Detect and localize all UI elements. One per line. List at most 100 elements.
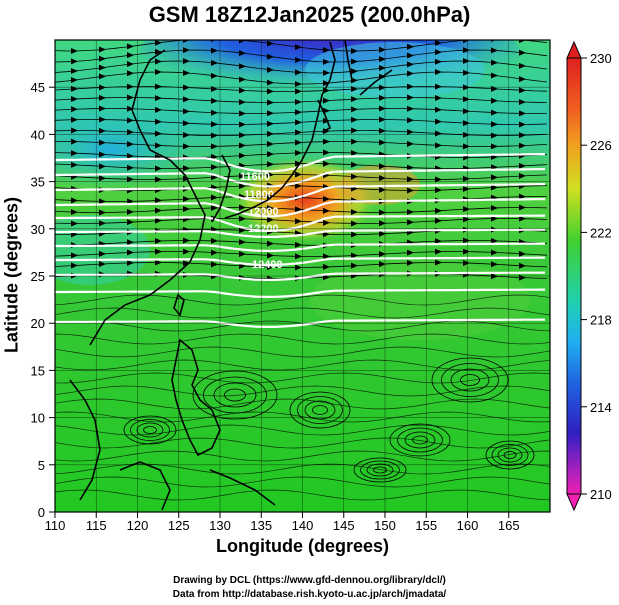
x-axis-label: Longitude (degrees) [215, 536, 389, 556]
streamline [55, 437, 550, 449]
x-tick-label: 120 [127, 518, 149, 533]
y-tick-label: 40 [31, 127, 45, 142]
flow-arrow [155, 106, 162, 113]
flow-arrow [323, 128, 330, 135]
flow-arrow [295, 139, 302, 146]
flow-arrow [435, 238, 442, 245]
flow-arrow [267, 216, 274, 223]
flow-arrow [71, 209, 78, 216]
flow-arrow [211, 143, 218, 150]
flow-arrow [519, 262, 526, 269]
flow-arrow [351, 47, 358, 54]
flow-arrow [71, 116, 78, 123]
eddy-loop [431, 357, 509, 403]
flow-arrow [351, 220, 358, 227]
flow-arrow [295, 218, 302, 225]
contour-label: 12000 [248, 206, 279, 218]
flow-arrow [295, 119, 302, 126]
flow-arrow [351, 209, 358, 216]
flow-arrow [127, 198, 134, 205]
streamline [55, 450, 550, 462]
flow-arrow [379, 127, 386, 134]
flow-arrow [183, 120, 190, 127]
flow-arrow [183, 248, 190, 255]
eddy-loop [404, 431, 436, 449]
flow-arrow [295, 98, 302, 105]
flow-arrow [155, 118, 162, 125]
flow-arrow [71, 252, 78, 259]
flow-arrow [295, 171, 302, 178]
flow-arrow [239, 50, 246, 57]
flow-arrow [491, 121, 498, 128]
flow-arrow [491, 249, 498, 256]
flow-arrow [71, 150, 78, 157]
flow-arrow [407, 219, 414, 226]
flow-arrow [127, 83, 134, 90]
y-tick-label: 5 [38, 458, 45, 473]
flow-arrow [463, 96, 470, 103]
flow-arrow [491, 204, 498, 211]
flow-arrow [127, 141, 134, 148]
flow-arrow [183, 108, 190, 115]
flow-arrow [99, 105, 106, 112]
height-contour [55, 214, 546, 233]
flow-arrow [71, 67, 78, 74]
flow-arrow [267, 171, 274, 178]
flow-arrow [295, 129, 302, 136]
flow-arrow [267, 130, 274, 137]
eddy-loop [312, 405, 328, 415]
flow-arrow [519, 121, 526, 128]
y-tick-label: 15 [31, 363, 45, 378]
flow-arrow [127, 208, 134, 215]
flow-arrow [463, 120, 470, 127]
flow-arrow [155, 40, 162, 46]
flow-arrow [239, 121, 246, 128]
eddy-loop [192, 370, 278, 420]
flow-arrow [99, 73, 106, 80]
eddy-loop [136, 422, 164, 438]
flow-arrow [155, 176, 162, 183]
flow-arrow [239, 132, 246, 139]
flow-arrow [211, 164, 218, 171]
flow-arrow [295, 149, 302, 156]
flow-arrow [463, 69, 470, 76]
streamline [55, 294, 550, 306]
flow-arrow [71, 138, 78, 145]
flow-arrow [407, 249, 414, 256]
flow-arrow [183, 58, 190, 65]
height-contour [55, 318, 546, 328]
flow-arrow [239, 172, 246, 179]
flow-arrow [155, 58, 162, 65]
flow-arrow [519, 162, 526, 169]
height-contour [55, 153, 546, 173]
flow-arrow [71, 262, 78, 269]
eddy-loop [289, 391, 351, 429]
eddy-loop [397, 427, 443, 453]
flow-arrow [379, 46, 386, 53]
flow-arrow [351, 58, 358, 65]
flow-arrow [127, 129, 134, 136]
streamline [55, 372, 550, 384]
streamline [55, 333, 550, 345]
flow-arrow [491, 47, 498, 54]
flow-arrow [99, 116, 106, 123]
contour-label: 11800 [244, 189, 274, 201]
eddy-loop [441, 363, 499, 397]
flow-arrow [435, 49, 442, 56]
streamline [55, 398, 550, 410]
flow-arrow [99, 209, 106, 216]
flow-arrow [267, 53, 274, 60]
flow-arrow [183, 96, 190, 103]
flow-arrow [351, 86, 358, 93]
eddy-loop [412, 435, 428, 445]
flow-arrow [211, 249, 218, 256]
flow-arrow [127, 239, 134, 246]
flow-arrow [519, 99, 526, 106]
flow-arrow [99, 127, 106, 134]
flow-arrow [351, 127, 358, 134]
flow-arrow [267, 252, 274, 259]
flow-arrow [323, 46, 330, 53]
flow-arrow [491, 97, 498, 104]
flow-arrow [519, 110, 526, 117]
